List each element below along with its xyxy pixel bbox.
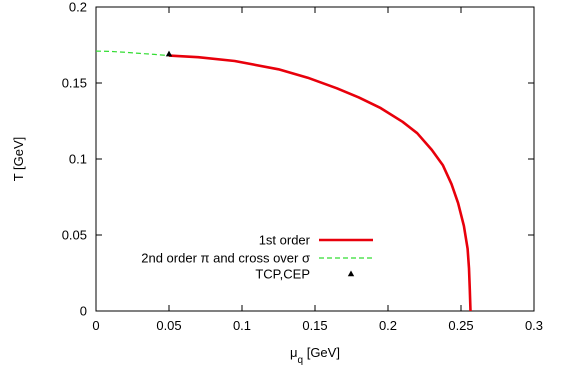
x-tick-label: 0.3 <box>525 318 543 333</box>
series-line-1st-order <box>168 54 472 312</box>
axis-ticks <box>95 6 535 312</box>
x-tick-label: 0.05 <box>156 318 181 333</box>
legend: 1st order 2nd order π and cross over σTCP… <box>141 233 373 282</box>
x-tick-label: 0.1 <box>233 318 251 333</box>
x-tick-label: 0.15 <box>302 318 327 333</box>
series-line-2nd-order-and-cross-over <box>95 50 170 57</box>
x-tick-label: 0.25 <box>448 318 473 333</box>
x-axis-title: μq [GeV] <box>290 345 340 366</box>
legend-label-1st-order: 1st order <box>259 233 311 248</box>
legend-label-2nd-order-and-cross-over: 2nd order π and cross over σ <box>141 251 310 266</box>
y-tick-labels: 0 0.05 0.1 0.15 0.2 <box>62 0 87 319</box>
y-tick-label: 0.1 <box>69 152 87 167</box>
x-tick-label: 0.2 <box>379 318 397 333</box>
series-point-tcp-cep <box>165 50 173 57</box>
y-axis-title: T [GeV] <box>11 137 26 182</box>
x-tick-labels: 0 0.05 0.1 0.15 0.2 0.25 0.3 <box>92 318 543 333</box>
legend-swatch-tcp-cep <box>347 270 355 277</box>
y-tick-label: 0.05 <box>62 228 87 243</box>
legend-label-tcp-cep: TCP,CEP <box>255 267 310 282</box>
y-tick-label: 0 <box>80 304 87 319</box>
y-tick-label: 0.2 <box>69 0 87 15</box>
y-tick-label: 0.15 <box>62 76 87 91</box>
series-layer <box>95 50 472 312</box>
x-tick-label: 0 <box>92 318 99 333</box>
